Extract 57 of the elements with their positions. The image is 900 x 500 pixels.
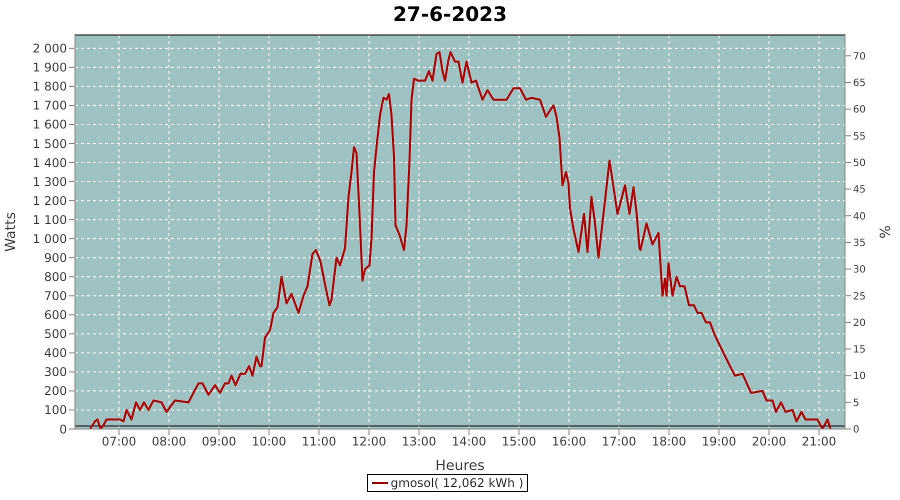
- x-tick-label: 12:00: [352, 434, 386, 449]
- y2-tick-label: 70: [853, 51, 866, 62]
- y2-tick-label: 25: [853, 291, 866, 302]
- x-tick-label: 17:00: [602, 434, 636, 449]
- y2-tick-label: 35: [853, 238, 866, 249]
- y-tick-label: 0: [59, 422, 67, 436]
- y2-tick-label: 20: [853, 318, 866, 329]
- x-tick-label: 13:00: [402, 434, 436, 449]
- x-tick-label: 21:00: [802, 434, 836, 449]
- x-tick-label: 10:00: [252, 434, 286, 449]
- x-tick-label: 19:00: [702, 434, 736, 449]
- y-tick-label: 1 100: [32, 212, 67, 227]
- x-tick-label: 08:00: [152, 434, 186, 449]
- x-tick-label: 20:00: [752, 434, 786, 449]
- x-tick-label: 18:00: [652, 434, 686, 449]
- y-axis-title: Watts: [2, 212, 19, 252]
- y2-tick-label: 30: [853, 264, 866, 276]
- y-tick-label: 400: [44, 346, 67, 360]
- x-tick-label: 16:00: [552, 434, 586, 449]
- y-tick-label: 100: [44, 403, 67, 418]
- y-tick-label: 2 000: [32, 42, 67, 56]
- line-series: [89, 51, 832, 429]
- y-tick-label: 300: [44, 365, 67, 380]
- y2-tick-label: 5: [853, 398, 860, 409]
- y-tick-label: 1 800: [32, 80, 67, 94]
- y-tick-label: 1 000: [32, 232, 67, 246]
- y2-tick-label: 40: [853, 211, 866, 222]
- y2-tick-label: 60: [853, 104, 866, 116]
- y-tick-label: 1 300: [32, 174, 67, 189]
- chart-title: 27-6-2023: [392, 2, 508, 26]
- y-tick-label: 700: [44, 289, 67, 304]
- y-tick-label: 800: [44, 270, 67, 284]
- y-tick-label: 1 900: [32, 60, 67, 75]
- x-tick-label: 14:00: [452, 434, 486, 449]
- y2-tick-label: 45: [853, 184, 866, 196]
- y-tick-label: 500: [44, 327, 67, 342]
- y-tick-label: 600: [44, 308, 67, 322]
- y-tick-label: 1 600: [32, 118, 67, 132]
- x-tick-label: 15:00: [502, 434, 536, 449]
- y2-tick-label: 50: [853, 158, 866, 169]
- y-tick-label: 1 700: [32, 98, 67, 113]
- x-tick-label: 07:00: [102, 434, 136, 449]
- x-tick-label: 11:00: [302, 434, 336, 449]
- y2-tick-label: 0: [853, 424, 860, 436]
- y-tick-label: 1 400: [32, 156, 67, 170]
- y2-tick-label: 65: [853, 78, 866, 89]
- legend-label: gmosol( 12,062 kWh ): [366, 474, 528, 492]
- y2-tick-label: 15: [853, 344, 866, 356]
- y2-tick-label: 10: [853, 371, 866, 382]
- y-tick-label: 1 500: [32, 136, 67, 151]
- y-tick-label: 1 200: [32, 194, 67, 208]
- x-axis-title: Heures: [435, 458, 485, 474]
- y2-axis-title: %: [878, 225, 894, 239]
- x-tick-label: 09:00: [202, 434, 236, 449]
- y-tick-label: 900: [44, 250, 67, 265]
- y-tick-label: 200: [44, 384, 67, 398]
- y2-tick-label: 55: [853, 131, 866, 142]
